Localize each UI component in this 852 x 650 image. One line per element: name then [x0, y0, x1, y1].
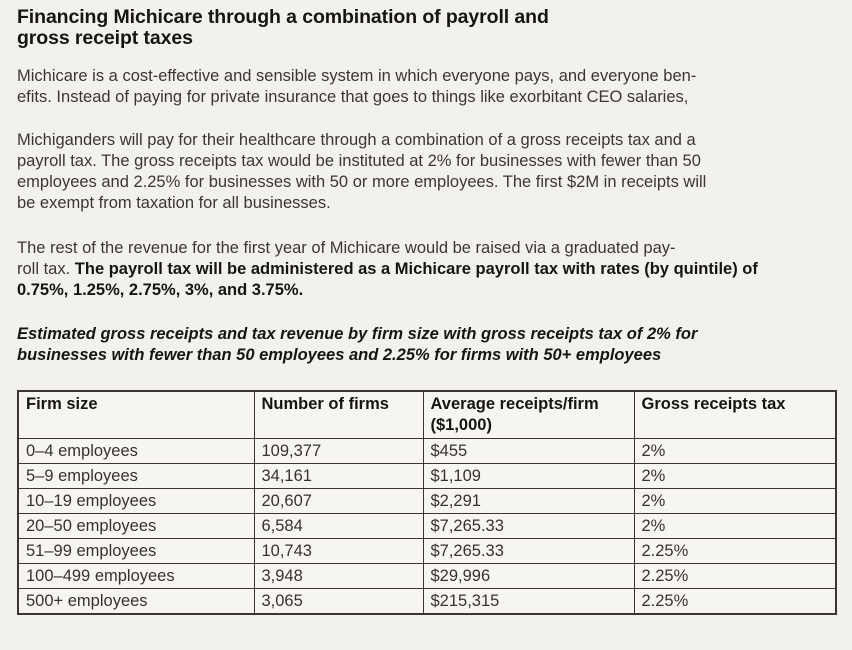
text-line: efits. Instead of paying for private ins…	[17, 88, 689, 106]
table-row: 0–4 employees 109,377 $455 2%	[17, 438, 837, 464]
cell-gross-receipts-tax: 2%	[633, 438, 837, 464]
caption-line: businesses with fewer than 50 employees …	[17, 346, 662, 364]
paragraph-payroll-tax: The rest of the revenue for the first ye…	[17, 238, 835, 301]
paragraph-gross-receipts-tax: Michiganders will pay for their healthca…	[17, 130, 835, 214]
cell-number-of-firms: 3,948	[253, 563, 424, 589]
cell-number-of-firms: 20,607	[253, 488, 424, 514]
cell-number-of-firms: 109,377	[253, 438, 424, 464]
cell-number-of-firms: 6,584	[253, 513, 424, 539]
paragraph-cost-effective: Michicare is a cost-effective and sensib…	[17, 66, 835, 108]
cell-firm-size: 51–99 employees	[17, 538, 255, 564]
cell-firm-size: 20–50 employees	[17, 513, 255, 539]
table-row: 5–9 employees 34,161 $1,109 2%	[17, 463, 837, 489]
document-title: Financing Michicare through a combinatio…	[17, 7, 835, 49]
column-header-firm-size: Firm size	[17, 390, 255, 439]
text-line: roll tax. The payroll tax will be admini…	[17, 259, 835, 280]
table-row: 51–99 employees 10,743 $7,265.33 2.25%	[17, 538, 837, 564]
text-line: Michicare is a cost-effective and sensib…	[17, 67, 697, 85]
table-row: 10–19 employees 20,607 $2,291 2%	[17, 488, 837, 514]
cell-number-of-firms: 3,065	[253, 588, 424, 615]
firm-size-table: Firm size Number of firms Average receip…	[17, 390, 837, 615]
cell-average-receipts: $2,291	[422, 488, 635, 514]
text-line: employees and 2.25% for businesses with …	[17, 173, 707, 191]
caption-line: Estimated gross receipts and tax revenue…	[17, 325, 698, 343]
cell-gross-receipts-tax: 2.25%	[633, 538, 837, 564]
cell-average-receipts: $29,996	[422, 563, 635, 589]
cell-gross-receipts-tax: 2%	[633, 488, 837, 514]
column-header-average-receipts: Average receipts/firm ($1,000)	[422, 390, 635, 439]
cell-gross-receipts-tax: 2.25%	[633, 563, 837, 589]
cell-gross-receipts-tax: 2%	[633, 463, 837, 489]
cell-number-of-firms: 10,743	[253, 538, 424, 564]
table-row: 100–499 employees 3,948 $29,996 2.25%	[17, 563, 837, 589]
cell-firm-size: 0–4 employees	[17, 438, 255, 464]
column-header-gross-receipts-tax: Gross receipts tax	[633, 390, 837, 439]
column-header-number-of-firms: Number of firms	[253, 390, 424, 439]
table-caption: Estimated gross receipts and tax revenue…	[17, 324, 835, 366]
table-header-row: Firm size Number of firms Average receip…	[17, 390, 837, 439]
cell-number-of-firms: 34,161	[253, 463, 424, 489]
cell-firm-size: 5–9 employees	[17, 463, 255, 489]
cell-firm-size: 500+ employees	[17, 588, 255, 615]
cell-firm-size: 100–499 employees	[17, 563, 255, 589]
cell-firm-size: 10–19 employees	[17, 488, 255, 514]
cell-gross-receipts-tax: 2%	[633, 513, 837, 539]
cell-average-receipts: $455	[422, 438, 635, 464]
text-line: be exempt from taxation for all business…	[17, 194, 331, 212]
cell-average-receipts: $7,265.33	[422, 538, 635, 564]
cell-average-receipts: $7,265.33	[422, 513, 635, 539]
text-segment: roll tax.	[17, 260, 75, 278]
cell-average-receipts: $215,315	[422, 588, 635, 615]
text-line: Michiganders will pay for their healthca…	[17, 131, 696, 149]
table-row: 20–50 employees 6,584 $7,265.33 2%	[17, 513, 837, 539]
text-segment-bold: The payroll tax will be administered as …	[74, 260, 758, 278]
cell-gross-receipts-tax: 2.25%	[633, 588, 837, 615]
table-row: 500+ employees 3,065 $215,315 2.25%	[17, 588, 837, 615]
text-line: payroll tax. The gross receipts tax woul…	[17, 152, 701, 170]
text-line: The rest of the revenue for the first ye…	[17, 239, 676, 257]
title-line: gross receipt taxes	[17, 27, 193, 49]
document-page: Financing Michicare through a combinatio…	[0, 7, 852, 615]
text-line: 0.75%, 1.25%, 2.75%, 3%, and 3.75%.	[17, 281, 304, 299]
title-line: Financing Michicare through a combinatio…	[17, 6, 549, 28]
cell-average-receipts: $1,109	[422, 463, 635, 489]
